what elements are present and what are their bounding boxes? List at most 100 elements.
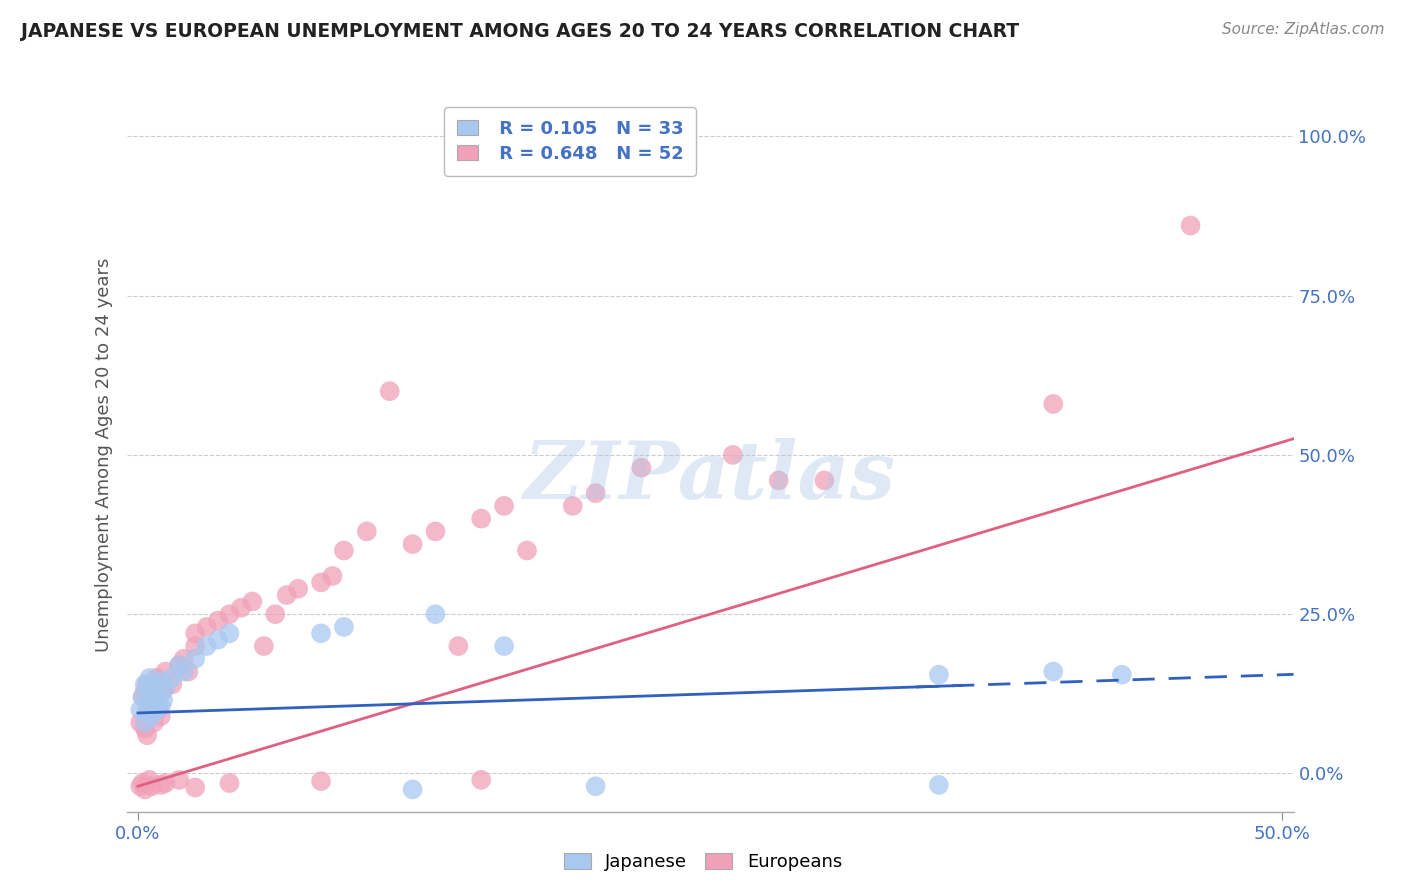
Point [131,690,153,704]
Point [155,665,177,679]
Point [630,460,652,475]
Point [138,671,160,685]
Legend: Japanese, Europeans: Japanese, Europeans [557,846,849,879]
Text: JAPANESE VS EUROPEAN UNEMPLOYMENT AMONG AGES 20 TO 24 YEARS CORRELATION CHART: JAPANESE VS EUROPEAN UNEMPLOYMENT AMONG … [21,22,1019,41]
Point [447,639,470,653]
Point [721,448,744,462]
Point [148,690,170,704]
Point [143,697,166,711]
Point [134,715,156,730]
Point [129,779,152,793]
Text: Source: ZipAtlas.com: Source: ZipAtlas.com [1222,22,1385,37]
Point [177,665,200,679]
Point [162,677,184,691]
Point [184,626,207,640]
Point [218,607,240,622]
Point [218,626,240,640]
Point [134,677,156,691]
Point [129,703,152,717]
Point [253,639,276,653]
Point [333,620,356,634]
Point [136,703,159,717]
Point [585,779,607,793]
Point [276,588,298,602]
Point [134,722,156,736]
Point [309,575,332,590]
Point [162,671,184,685]
Point [143,677,166,691]
Point [141,709,163,723]
Point [333,543,356,558]
Point [184,639,207,653]
Point [155,681,177,695]
Point [1180,219,1202,233]
Point [470,772,492,787]
Point [928,667,950,681]
Point [131,776,153,790]
Point [1042,397,1064,411]
Point [145,690,167,704]
Point [494,639,516,653]
Point [229,600,252,615]
Text: ZIPatlas: ZIPatlas [524,438,896,515]
Point [134,782,156,797]
Point [149,699,172,714]
Point [195,639,218,653]
Point [1042,665,1064,679]
Point [184,652,207,666]
Point [141,690,163,704]
Point [207,614,229,628]
Point [928,778,950,792]
Point [136,683,159,698]
Point [173,652,195,666]
Point [138,709,160,723]
Point [155,776,177,790]
Point [287,582,309,596]
Point [378,384,401,399]
Point [207,632,229,647]
Point [309,774,332,789]
Point [401,537,423,551]
Point [494,499,516,513]
Point [585,486,607,500]
Point [184,780,207,795]
Point [425,607,447,622]
Point [149,674,172,689]
Point [131,690,153,704]
Point [264,607,287,622]
Point [145,671,167,685]
Point [143,715,166,730]
Point [561,499,583,513]
Point [401,782,423,797]
Point [516,543,538,558]
Point [768,474,790,488]
Point [173,665,195,679]
Point [813,474,835,488]
Point [145,683,167,698]
Point [356,524,378,539]
Point [149,677,172,691]
Point [149,778,172,792]
Point [138,697,160,711]
Point [309,626,332,640]
Point [167,772,190,787]
Point [136,677,159,691]
Point [242,594,264,608]
Point [195,620,218,634]
Point [141,683,163,698]
Y-axis label: Unemployment Among Ages 20 to 24 years: Unemployment Among Ages 20 to 24 years [94,258,112,652]
Point [167,658,190,673]
Point [218,776,240,790]
Point [145,703,167,717]
Point [470,511,492,525]
Point [141,697,163,711]
Point [152,683,174,698]
Legend:  R = 0.105   N = 33,  R = 0.648   N = 52: R = 0.105 N = 33, R = 0.648 N = 52 [444,107,696,176]
Point [425,524,447,539]
Point [321,569,343,583]
Point [141,779,163,793]
Point [148,703,170,717]
Point [129,715,152,730]
Point [152,693,174,707]
Point [149,709,172,723]
